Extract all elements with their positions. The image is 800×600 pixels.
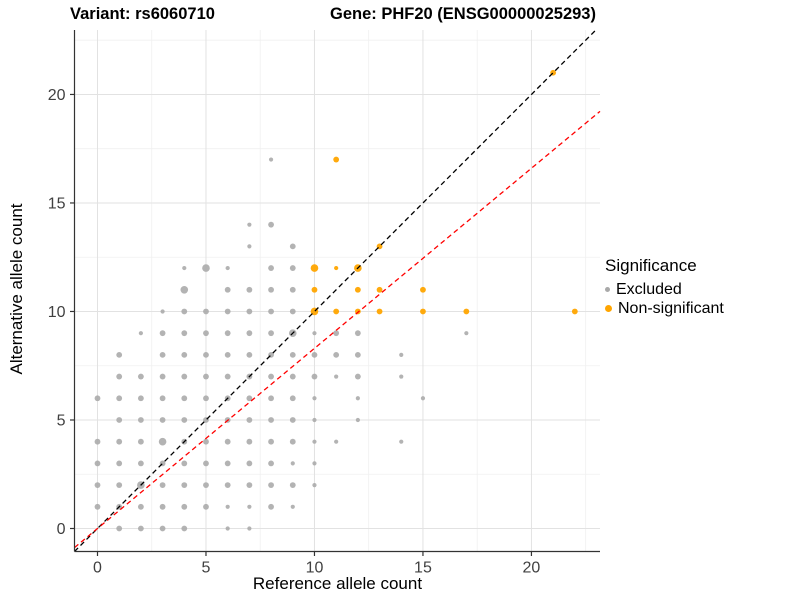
svg-text:5: 5	[57, 412, 66, 429]
legend-title: Significance	[605, 256, 697, 275]
legend-label: Excluded	[616, 280, 682, 298]
legend-dot-icon	[605, 287, 610, 292]
x-axis-title: Reference allele count	[252, 574, 423, 593]
legend-item: Non-significant	[605, 300, 800, 317]
expected-ratio-line	[74, 110, 601, 549]
legend-item: Excluded	[605, 281, 800, 298]
gene-title: Gene: PHF20 (ENSG00000025293)	[330, 5, 596, 23]
svg-text:0: 0	[93, 560, 102, 577]
x-axis-ticks: 0 5 10 15 20	[93, 551, 541, 577]
svg-text:15: 15	[48, 195, 66, 212]
svg-text:10: 10	[306, 560, 324, 577]
y-axis-ticks: 0 5 10 15 20	[48, 87, 75, 538]
variant-title: Variant: rs6060710	[70, 5, 215, 23]
svg-text:20: 20	[523, 560, 541, 577]
svg-text:10: 10	[48, 304, 66, 321]
svg-text:5: 5	[202, 560, 211, 577]
legend-label: Non-significant	[618, 299, 724, 317]
svg-text:20: 20	[48, 87, 66, 104]
legend: Significance Excluded Non-significant	[605, 256, 800, 319]
svg-text:15: 15	[414, 560, 432, 577]
axis-lines	[73, 30, 600, 553]
legend-dot-icon	[605, 305, 612, 312]
svg-text:0: 0	[57, 521, 66, 538]
identity-line	[74, 29, 597, 552]
data-points-non-significant	[310, 69, 578, 316]
y-axis-title-text: Alternative allele count	[7, 203, 26, 375]
